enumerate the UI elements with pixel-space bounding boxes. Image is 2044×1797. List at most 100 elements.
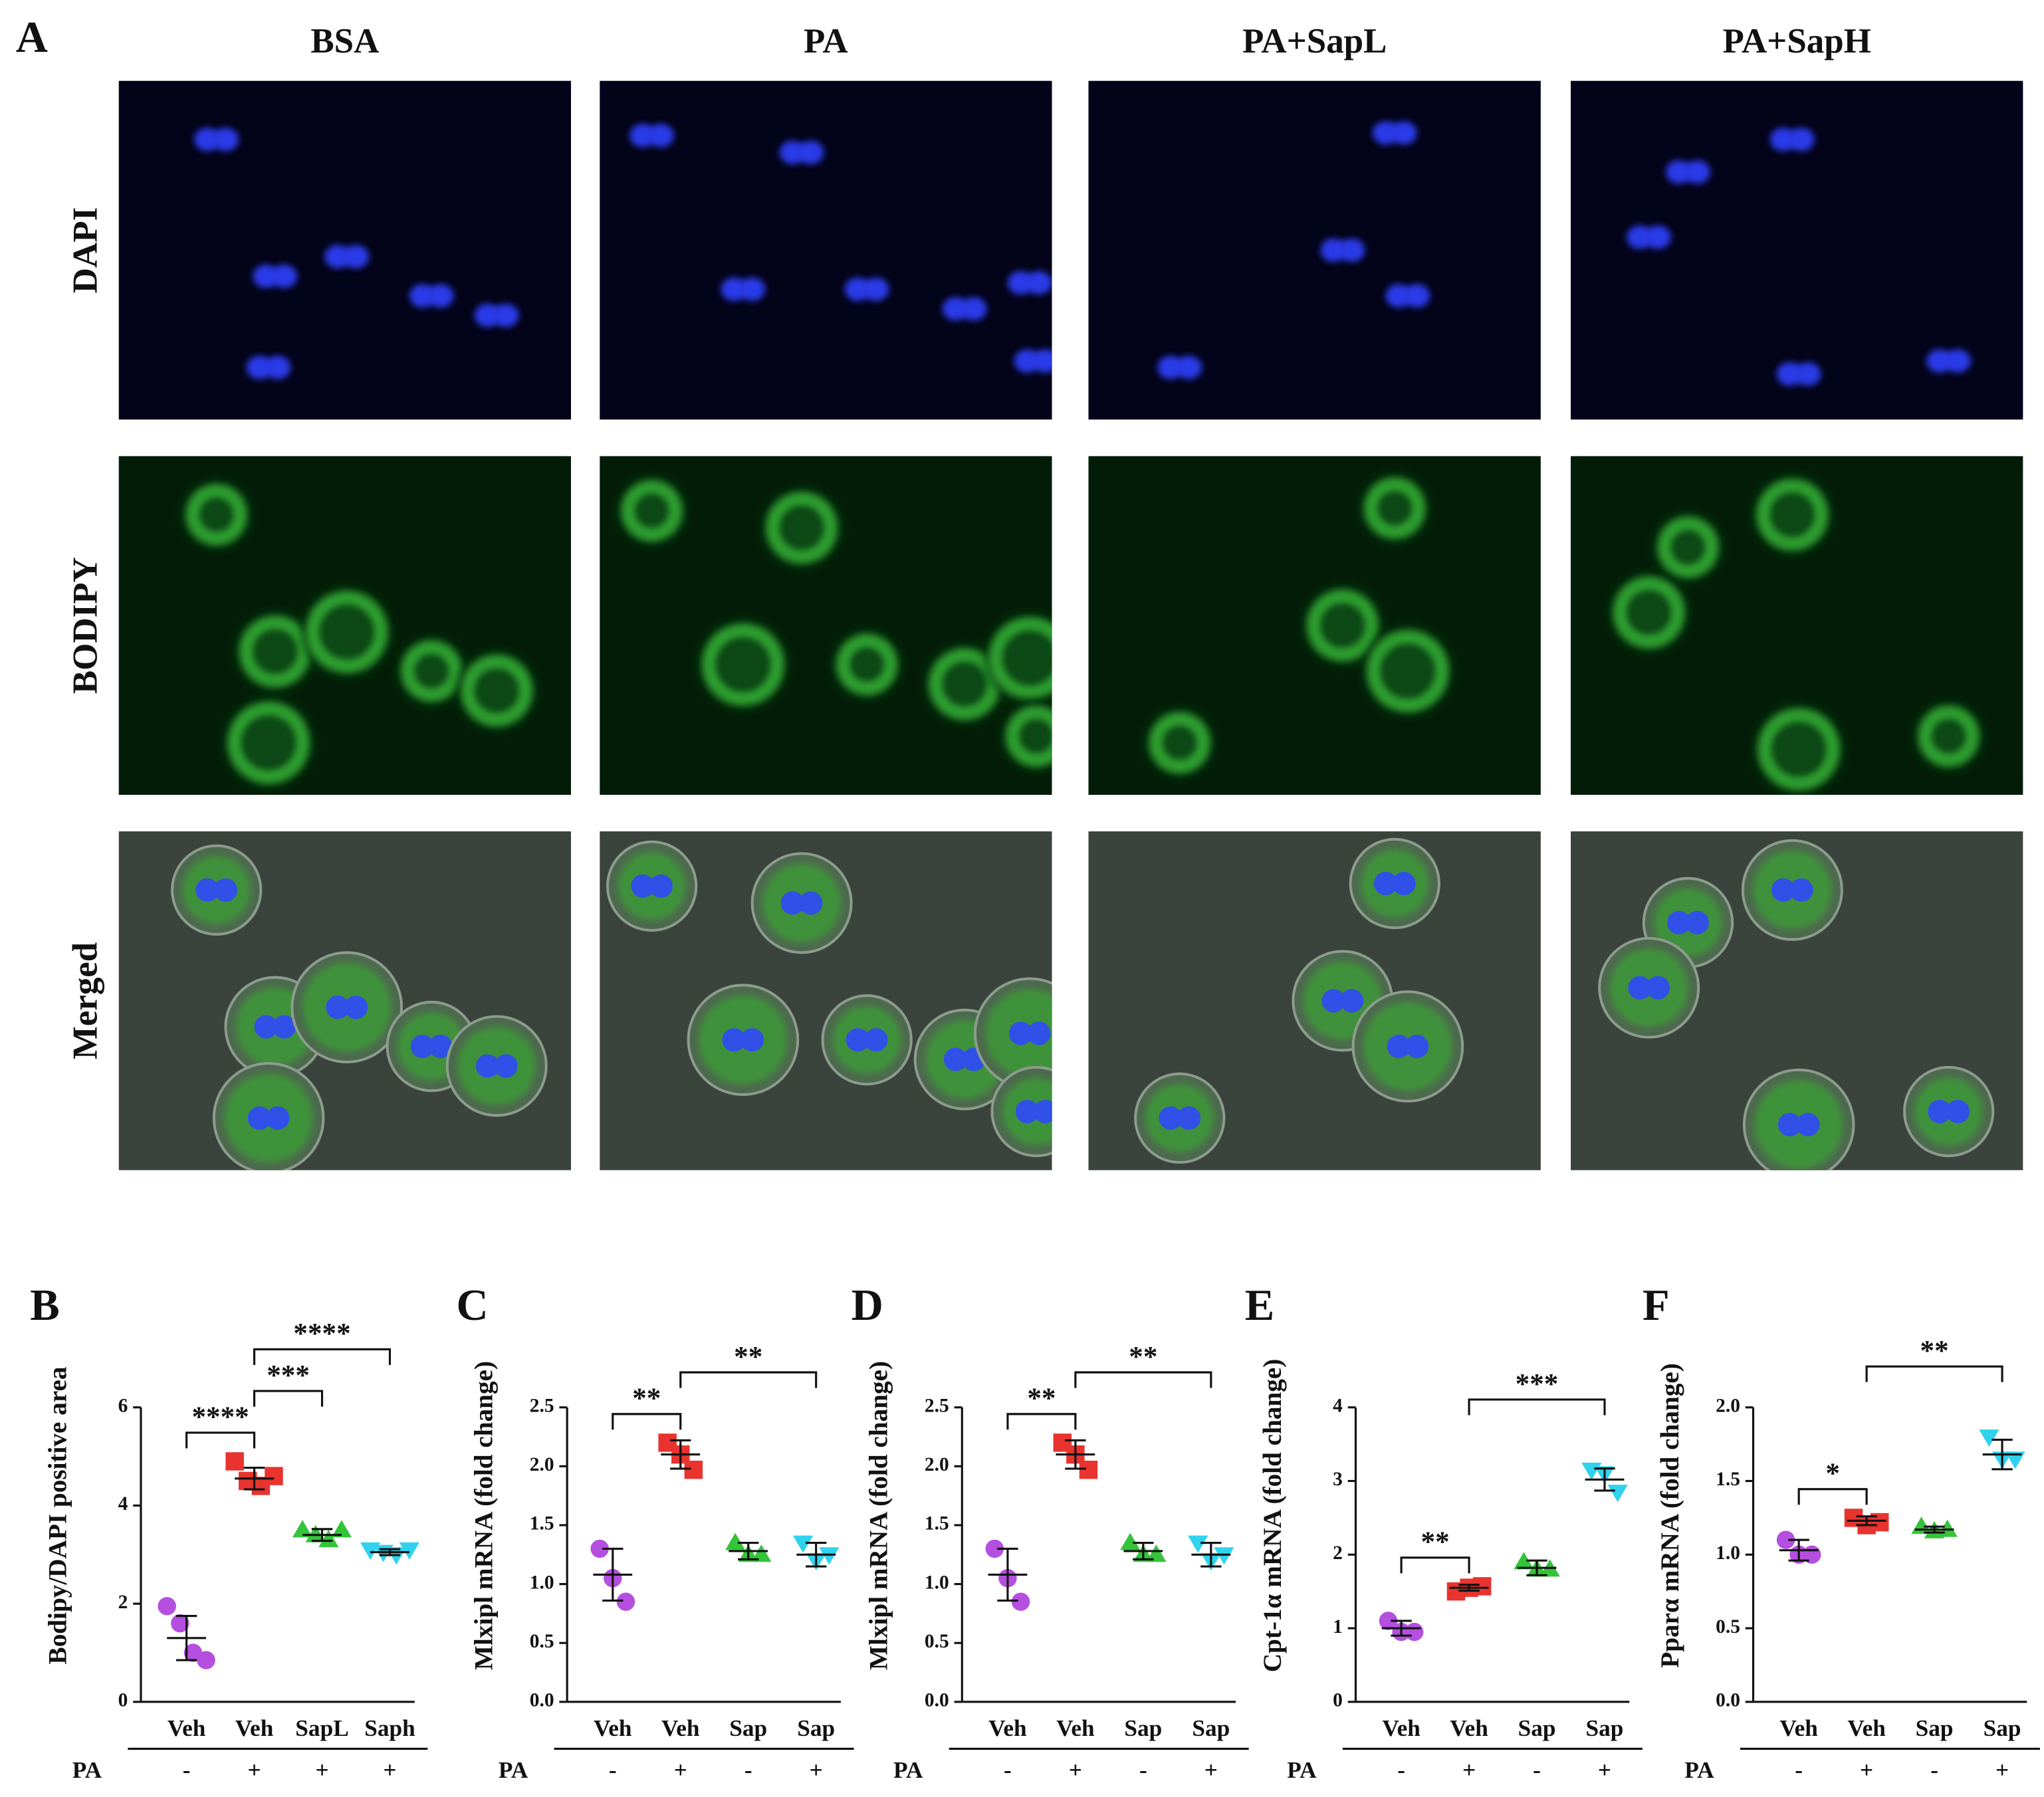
data-point: [331, 1520, 352, 1538]
lipid-ring: [1758, 708, 1839, 790]
panel-label: B: [30, 1281, 59, 1330]
data-point: [1514, 1552, 1534, 1570]
data-point: [292, 1520, 313, 1538]
nucleus: [494, 1054, 518, 1078]
significance-bracket: [612, 1413, 682, 1430]
pa-sign: -: [1795, 1757, 1803, 1783]
nucleus: [1928, 1099, 1952, 1124]
nucleus: [1645, 225, 1671, 249]
significance-bracket: [679, 1371, 818, 1388]
micrograph: [1088, 80, 1541, 420]
nucleus: [1944, 349, 1971, 373]
micrograph-background: [1088, 80, 1541, 420]
x-tick-label: Veh: [594, 1715, 632, 1741]
pa-label: PA: [499, 1757, 528, 1783]
y-tick-label: 2: [118, 1592, 128, 1613]
nucleus: [409, 284, 436, 308]
x-tick-label: Veh: [1056, 1715, 1095, 1741]
y-tick-label: 2.0: [530, 1454, 554, 1475]
pa-sign: -: [609, 1757, 617, 1783]
y-axis-label: Cpt-1α mRNA (fold change): [1258, 1359, 1287, 1673]
lipid-ring: [239, 616, 310, 687]
x-tick-label: Veh: [1779, 1715, 1818, 1741]
nucleus: [1771, 878, 1795, 902]
nucleus: [1776, 362, 1803, 386]
x-tick-label: Sap: [1916, 1715, 1954, 1741]
y-tick-label: 0.5: [925, 1631, 949, 1652]
nucleus: [344, 996, 368, 1019]
lipid-ring: [703, 624, 784, 705]
lipid-ring: [1367, 631, 1448, 712]
nucleus: [1789, 878, 1813, 902]
nucleus: [429, 1034, 453, 1059]
y-tick-label: 2: [1333, 1542, 1343, 1564]
nucleus: [195, 878, 219, 902]
nucleus: [1646, 976, 1670, 1000]
y-axis-label: Mlxipl mRNA (fold change): [865, 1361, 893, 1670]
significance-bracket: [185, 1431, 256, 1449]
pa-sign: -: [744, 1757, 752, 1783]
data-point: [751, 1544, 772, 1562]
nucleus: [427, 284, 454, 308]
y-tick-label: 1.5: [1716, 1469, 1740, 1490]
x-tick-label: Saph: [364, 1715, 415, 1741]
data-point: [1079, 1460, 1098, 1479]
micrograph: [1088, 456, 1541, 795]
nucleus: [1014, 349, 1040, 373]
pa-sign: -: [1533, 1757, 1541, 1783]
panel-label: E: [1245, 1281, 1274, 1330]
lipid-ring: [622, 480, 682, 541]
nucleus: [342, 245, 370, 268]
x-tick-label: Sap: [797, 1715, 835, 1741]
x-tick-label: Sap: [1586, 1715, 1624, 1741]
nucleus: [1320, 238, 1347, 263]
lipid-ring: [1365, 478, 1425, 538]
micrograph: [1571, 831, 2023, 1170]
y-tick-label: 1.0: [530, 1572, 554, 1593]
lipid-ring: [186, 484, 247, 545]
nucleus: [213, 878, 238, 902]
nucleus: [266, 1106, 290, 1130]
micrograph: [600, 456, 1052, 795]
data-point: [2005, 1451, 2025, 1469]
pa-sign: +: [1598, 1757, 1611, 1783]
nucleus: [647, 124, 674, 148]
nucleus: [324, 245, 351, 268]
nucleus: [799, 891, 823, 915]
nucleus: [1627, 225, 1653, 249]
micrograph: [118, 80, 572, 420]
y-axis-label: Bodipy/DAPI positive area: [43, 1366, 72, 1664]
significance-label: **: [1920, 1335, 1949, 1366]
pa-sign: +: [1462, 1757, 1476, 1783]
data-point: [1776, 1531, 1795, 1549]
nucleus: [738, 277, 766, 301]
nucleus: [474, 303, 501, 328]
nucleus: [1387, 1034, 1411, 1059]
significance-bracket: [1865, 1365, 2003, 1382]
data-point: [1188, 1535, 1208, 1553]
nucleus: [212, 128, 239, 152]
x-tick-label: Veh: [661, 1715, 700, 1741]
nucleus: [1405, 1034, 1429, 1059]
nucleus: [740, 1028, 764, 1052]
nucleus: [863, 277, 889, 301]
nucleus: [1373, 871, 1398, 896]
y-tick-label: 6: [118, 1395, 128, 1416]
x-tick-label: Sap: [1124, 1715, 1162, 1741]
column-title: PA+SapL: [1242, 22, 1387, 60]
data-point: [158, 1597, 176, 1616]
y-tick-label: 0.0: [1716, 1690, 1740, 1711]
panel-label: A: [16, 13, 48, 62]
data-point: [171, 1614, 189, 1633]
nucleus: [1157, 356, 1184, 379]
data-point: [1911, 1517, 1932, 1534]
x-tick-label: Sap: [1984, 1715, 2021, 1741]
nucleus: [864, 1028, 888, 1052]
lipid-ring: [1757, 479, 1828, 550]
x-tick-label: Veh: [988, 1715, 1027, 1741]
y-tick-label: 0.0: [925, 1690, 949, 1711]
nucleus: [1026, 270, 1052, 295]
x-tick-label: Veh: [1847, 1715, 1886, 1741]
